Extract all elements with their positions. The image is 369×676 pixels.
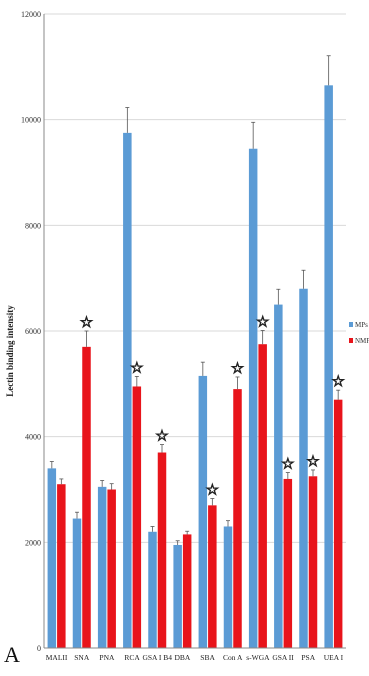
significance-star: ☆ [206, 480, 219, 498]
y-tick-label: 8000 [25, 221, 41, 230]
bar-nmf-gsa-ii [283, 478, 293, 648]
x-tick-label: PSA [301, 653, 315, 662]
legend-swatch-nmf [349, 338, 353, 343]
x-tick-label: GSA II [272, 653, 294, 662]
x-tick-label: SBA [200, 653, 215, 662]
y-tick-label: 12000 [21, 10, 41, 19]
x-tick-label: Con A [223, 653, 243, 662]
significance-star: ☆ [306, 452, 319, 470]
x-tick-label: DBA [174, 653, 190, 662]
bar-nmf-rca [132, 386, 142, 648]
bar-mps-gsa-i-b4 [148, 531, 157, 648]
x-tick-label: SNA [74, 653, 90, 662]
bar-mps-gsa-ii [274, 304, 283, 648]
y-tick-label: 0 [37, 644, 41, 653]
bar-nmf-s-wga [258, 344, 267, 648]
significance-star: ☆ [256, 312, 269, 330]
x-tick-label: GSA I B4 [142, 653, 172, 662]
bar-nmf-con-a [233, 389, 242, 648]
y-tick-label: 2000 [25, 538, 41, 547]
error-bars [49, 55, 341, 545]
bar-mps-psa [299, 288, 308, 648]
y-axis-tick-labels: 0 2000 4000 6000 8000 10000 12000 [21, 10, 41, 653]
bar-mps-rca [123, 132, 132, 648]
significance-star: ☆ [130, 358, 143, 376]
bar-nmf-malii [57, 484, 66, 648]
bar-nmf-gsa-i-b4 [157, 452, 167, 648]
y-tick-label: 6000 [25, 327, 41, 336]
panel-label: A [4, 642, 20, 667]
bar-nmf-sna [82, 346, 91, 648]
bar-mps-dba [173, 544, 182, 648]
y-axis-title: Lectin binding intensity [5, 305, 15, 397]
x-tick-label: s-WGA [246, 653, 270, 662]
bar-mps-malii [47, 468, 57, 648]
bar-mps-sba [198, 375, 208, 648]
x-tick-label: PNA [99, 653, 115, 662]
x-tick-label: RCA [124, 653, 140, 662]
significance-markers: ☆ ☆ ☆ ☆ ☆ ☆ ☆ ☆ ☆ [79, 312, 345, 499]
bar-mps-con-a [223, 526, 233, 648]
significance-star: ☆ [80, 313, 93, 331]
bar-nmf-psa [308, 476, 318, 648]
significance-star: ☆ [331, 372, 344, 390]
bar-nmf-uea-i [333, 399, 343, 648]
bar-nmf-pna [107, 489, 116, 648]
bar-mps-s-wga [248, 148, 258, 648]
bar-mps-sna [72, 518, 82, 648]
bar-mps-uea-i [324, 85, 333, 648]
x-tick-label: UEA I [324, 653, 344, 662]
y-tick-label: 4000 [25, 433, 41, 442]
significance-star: ☆ [155, 427, 168, 445]
legend-label-nmf: NMF [355, 337, 369, 345]
bar-nmf-sba [208, 505, 217, 648]
legend-label-mps: MPs [355, 321, 368, 329]
significance-star: ☆ [281, 455, 294, 473]
legend-swatch-mps [349, 322, 353, 327]
legend: MPs NMF [349, 321, 369, 345]
bar-series [47, 85, 343, 648]
y-tick-label: 10000 [21, 116, 41, 125]
bar-nmf-dba [182, 534, 192, 648]
significance-star: ☆ [231, 359, 244, 377]
x-tick-label: MALII [46, 653, 68, 662]
gridlines [44, 13, 346, 543]
bar-mps-pna [97, 486, 107, 648]
